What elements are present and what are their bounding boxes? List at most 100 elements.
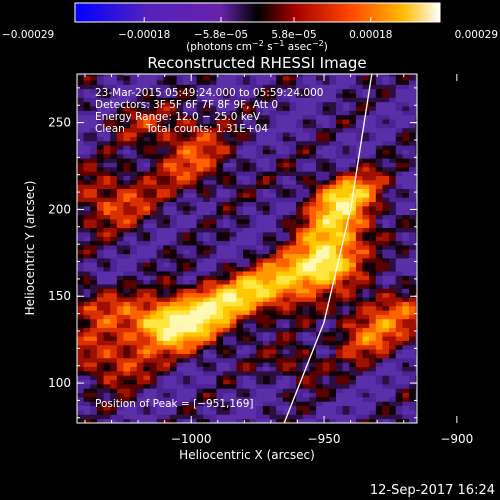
heatmap-cell xyxy=(96,80,104,85)
heatmap-cell xyxy=(296,331,304,337)
heatmap-cell xyxy=(216,383,224,389)
heatmap-cell xyxy=(243,75,251,81)
heatmap-cell xyxy=(269,84,277,90)
heatmap-cell xyxy=(329,310,337,315)
heatmap-cell xyxy=(289,253,297,259)
heatmap-cell xyxy=(389,344,397,350)
heatmap-cell xyxy=(329,396,337,402)
heatmap-cell xyxy=(276,297,284,302)
heatmap-cell xyxy=(196,75,204,81)
heatmap-cell xyxy=(229,140,237,146)
heatmap-cell xyxy=(83,232,91,237)
heatmap-cell xyxy=(196,106,204,111)
heatmap-cell xyxy=(209,253,217,259)
heatmap-cell xyxy=(189,245,197,250)
heatmap-cell xyxy=(223,197,231,203)
heatmap-cell xyxy=(243,253,251,259)
heatmap-cell xyxy=(329,353,337,359)
heatmap-cell xyxy=(223,162,231,168)
heatmap-cell xyxy=(256,310,264,315)
heatmap-cell xyxy=(389,388,397,394)
heatmap-cell xyxy=(189,292,197,298)
heatmap-cell xyxy=(110,236,118,242)
heatmap-cell xyxy=(110,353,118,359)
heatmap-cell xyxy=(296,158,304,163)
heatmap-cell xyxy=(123,405,131,411)
heatmap-cell xyxy=(110,93,118,98)
heatmap-cell xyxy=(322,197,330,203)
heatmap-cell xyxy=(282,132,290,137)
heatmap-cell xyxy=(249,236,257,242)
heatmap-cell xyxy=(77,288,85,294)
heatmap-cell xyxy=(256,205,264,211)
heatmap-cell xyxy=(110,214,118,220)
heatmap-cell xyxy=(156,409,164,415)
heatmap-cell xyxy=(282,253,290,259)
heatmap-cell xyxy=(96,392,104,398)
heatmap-cell xyxy=(110,258,118,263)
heatmap-cell xyxy=(156,210,164,216)
heatmap-cell xyxy=(296,232,304,237)
heatmap-cell xyxy=(123,297,131,302)
heatmap-cell xyxy=(369,75,377,81)
heatmap-cell xyxy=(229,379,237,385)
heatmap-cell xyxy=(382,214,390,220)
heatmap-cell xyxy=(262,396,270,402)
heatmap-cell xyxy=(243,301,251,307)
heatmap-cell xyxy=(415,145,417,150)
heatmap-cell xyxy=(176,75,184,81)
heatmap-cell xyxy=(143,171,151,176)
heatmap-cell xyxy=(77,297,85,302)
y-axis-label: Heliocentric Y (arcsec) xyxy=(23,181,37,316)
heatmap-cell xyxy=(409,340,417,346)
heatmap-cell xyxy=(395,331,403,337)
heatmap-cell xyxy=(415,292,417,298)
heatmap-cell xyxy=(110,336,118,341)
y-tick-label: 150 xyxy=(48,289,71,303)
heatmap-cell xyxy=(342,136,350,142)
heatmap-cell xyxy=(229,205,237,211)
colorbar: −0.00029 −0.00018 −5.8e−05 5.8e−05 0.00018 0.… xyxy=(2,2,498,53)
heatmap-cell xyxy=(96,197,104,203)
heatmap-cell xyxy=(103,370,111,376)
heatmap-cell xyxy=(262,197,270,203)
heatmap-cell xyxy=(130,149,138,155)
heatmap-cell xyxy=(103,305,111,311)
heatmap-cell xyxy=(90,114,98,120)
heatmap-cell xyxy=(130,310,138,315)
heatmap-cell xyxy=(110,74,118,77)
heatmap-cell xyxy=(209,158,217,163)
heatmap-cell xyxy=(169,249,178,255)
heatmap-cell xyxy=(282,349,290,354)
heatmap-cell xyxy=(223,236,231,242)
heatmap-cell xyxy=(402,80,410,85)
heatmap-cell xyxy=(236,379,244,385)
heatmap-cell xyxy=(382,140,390,146)
heatmap-cell xyxy=(209,405,217,411)
heatmap-cell xyxy=(110,275,118,281)
heatmap-cell xyxy=(123,301,131,307)
heatmap-cell xyxy=(382,362,390,367)
heatmap-cell xyxy=(355,266,363,272)
heatmap-cell xyxy=(256,357,264,363)
heatmap-cell xyxy=(375,271,383,276)
heatmap-cell xyxy=(249,153,257,159)
heatmap-cell xyxy=(302,74,310,77)
heatmap-cell xyxy=(309,336,317,341)
heatmap-cell xyxy=(322,84,330,90)
heatmap-cell xyxy=(276,357,284,363)
heatmap-cell xyxy=(342,310,350,315)
heatmap-cell xyxy=(335,370,344,376)
heatmap-cell xyxy=(110,110,118,116)
heatmap-cell xyxy=(322,292,330,298)
heatmap-cell xyxy=(203,84,211,90)
heatmap-cell xyxy=(83,240,91,246)
heatmap-cell xyxy=(322,245,330,250)
heatmap-cell xyxy=(203,327,211,333)
heatmap-cell xyxy=(302,301,310,307)
heatmap-cell xyxy=(415,136,417,142)
heatmap-cell xyxy=(382,262,390,268)
heatmap-cell xyxy=(103,327,111,333)
heatmap-cell xyxy=(110,166,118,172)
heatmap-cell xyxy=(309,249,317,255)
